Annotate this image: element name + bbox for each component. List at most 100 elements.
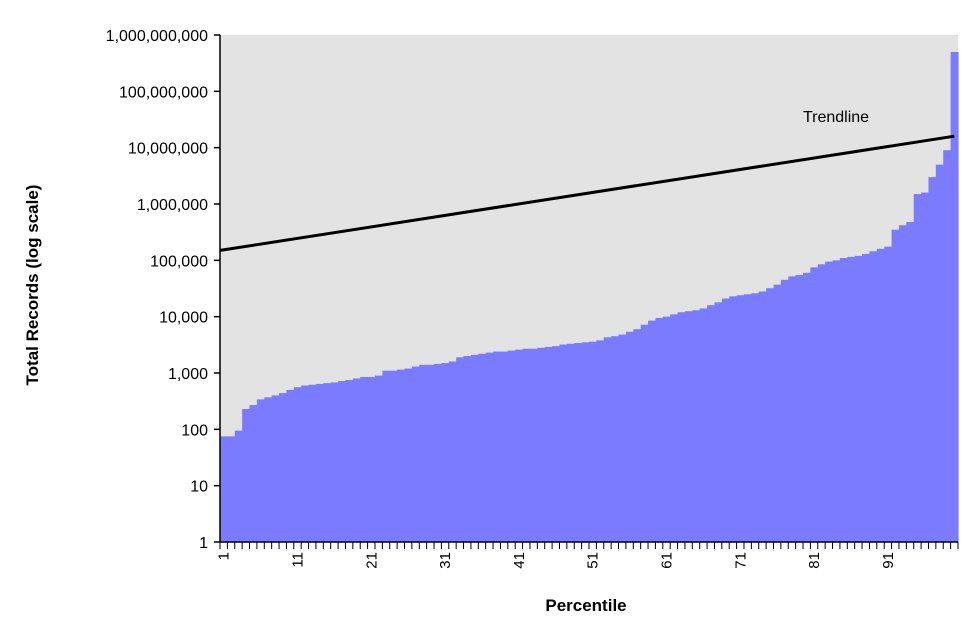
bar-16 [330,382,339,542]
bar-74 [758,291,767,542]
bar-83 [825,261,834,542]
bar-series [220,51,959,543]
x-tick-label: 51 [585,552,602,569]
bar-64 [684,311,693,542]
bar-86 [847,256,856,542]
bar-35 [470,354,479,542]
bar-69 [721,298,730,542]
bar-100 [950,51,959,543]
bar-23 [382,370,391,542]
bar-37 [485,352,494,542]
bar-77 [780,279,789,542]
y-tick-label: 1,000,000,000 [106,28,208,45]
y-tick-label: 10,000 [159,310,208,327]
bar-89 [869,251,878,543]
bar-28 [419,364,428,542]
bar-11 [293,387,302,542]
bar-3 [234,430,243,542]
bar-87 [854,255,863,542]
y-tick-label: 100,000,000 [119,84,208,101]
bar-27 [411,366,420,542]
bar-20 [360,376,369,542]
x-tick-label: 1 [216,552,233,560]
y-tick-labels: 1 10 100 1,000 10,000 100,000 1,000,000 10,000,… [106,28,208,552]
bar-2 [227,436,236,542]
bar-60 [655,317,664,542]
bar-96 [921,192,930,542]
bar-34 [463,356,472,542]
bar-78 [788,276,797,542]
bar-61 [662,316,671,542]
bar-71 [736,295,745,542]
bar-90 [876,248,885,542]
bar-39 [500,351,509,542]
bar-66 [699,308,708,542]
x-tick-label: 71 [732,552,749,569]
bar-9 [279,393,288,542]
bar-12 [301,385,310,542]
bar-31 [441,363,450,542]
bar-91 [884,246,893,542]
bar-67 [707,305,716,542]
x-tick-label: 31 [437,552,454,569]
bar-85 [839,258,848,542]
x-tick-label: 11 [289,552,306,568]
bar-97 [928,177,937,542]
bar-42 [522,348,531,542]
axes [214,34,959,549]
bar-48 [566,343,575,542]
x-tick-label: 61 [658,552,675,569]
bar-98 [935,164,944,542]
x-tick-label: 91 [880,552,897,569]
bar-36 [478,353,487,542]
bar-8 [271,395,280,542]
bar-49 [574,343,583,542]
bar-30 [434,363,442,542]
bar-73 [751,293,760,542]
bar-45 [544,346,553,542]
y-tick-label: 10 [190,479,208,496]
bar-19 [352,378,361,542]
bar-33 [456,357,465,542]
y-tick-label: 1 [199,535,208,552]
bar-58 [640,324,649,542]
x-tick-label: 21 [363,552,380,569]
bar-62 [670,314,679,542]
bar-4 [242,408,251,542]
bar-92 [891,229,900,542]
bar-26 [404,368,413,542]
trendline-label: Trendline [803,109,869,126]
bar-40 [507,350,516,542]
bar-93 [898,225,907,542]
y-tick-label: 10,000,000 [128,141,208,158]
y-tick-label: 100 [181,422,208,439]
bar-56 [625,331,634,542]
y-axis-title: Total Records (log scale) [23,185,42,386]
bar-22 [374,375,383,542]
bar-41 [515,349,524,542]
x-tick-label: 81 [806,552,823,569]
bar-88 [862,253,871,542]
y-tick-label: 1,000,000 [137,197,208,214]
bar-82 [817,264,826,542]
x-tick-label: 41 [511,552,528,569]
bar-81 [810,267,819,542]
bar-47 [559,344,568,542]
bar-15 [323,383,332,542]
bar-1 [220,436,228,542]
bar-14 [315,383,324,542]
bar-68 [714,302,723,542]
bar-80 [803,272,811,542]
bar-13 [308,384,317,542]
bar-53 [603,337,612,542]
bar-29 [426,364,435,542]
bar-18 [345,380,354,542]
bar-63 [677,312,686,542]
bar-24 [389,370,398,542]
bar-59 [648,320,657,542]
bar-25 [397,369,406,542]
bar-51 [589,341,597,542]
bar-17 [338,381,347,542]
bar-84 [832,260,841,542]
